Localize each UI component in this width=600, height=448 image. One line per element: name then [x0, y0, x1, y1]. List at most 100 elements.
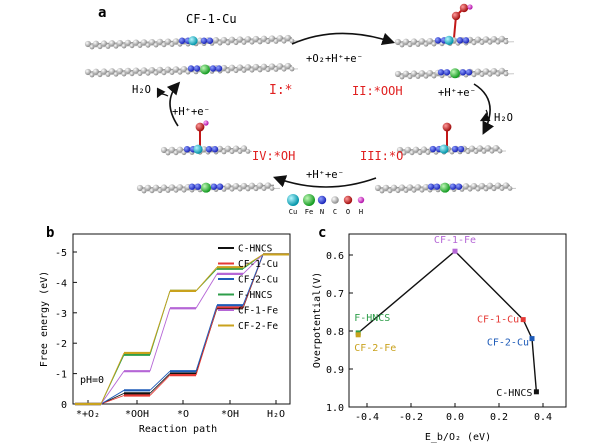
- chart-c-xtick-label: -0.4: [355, 412, 379, 423]
- carbon-atom: [281, 66, 287, 72]
- carbon-atom: [228, 64, 236, 71]
- nitrogen-atom: [455, 183, 463, 190]
- chart-c-ytick-label: 0.8: [326, 327, 344, 338]
- hydrogen-atom: [467, 4, 473, 10]
- carbon-atom: [276, 35, 284, 42]
- carbon-atom: [105, 44, 111, 49]
- carbon-atom: [410, 38, 418, 45]
- carbon-atom: [406, 184, 414, 191]
- iron-atom: [440, 182, 450, 193]
- carbon-atom: [160, 146, 168, 154]
- carbon-atom: [499, 186, 505, 192]
- carbon-atom: [507, 186, 513, 191]
- chart-c-xtick-label: 0.4: [534, 412, 552, 423]
- chart-b-frame: [72, 233, 291, 405]
- slab-state-3-o: [396, 122, 507, 156]
- nitrogen-atom: [429, 145, 437, 153]
- carbon-atom: [92, 40, 100, 47]
- legend-atom-c-label: C: [333, 208, 337, 216]
- carbon-atom: [470, 182, 478, 190]
- iron-atom: [201, 182, 211, 193]
- carbon-atom: [137, 71, 143, 76]
- carbon-atom: [249, 67, 255, 73]
- carbon-atom: [260, 35, 268, 42]
- carbon-atom: [481, 149, 487, 154]
- point-label: CF-1-Fe: [434, 235, 476, 246]
- arrow-step-4: [166, 81, 181, 127]
- chart-c-xlabel: E_b/O₂ (eV): [425, 432, 491, 443]
- carbon-atom: [502, 182, 510, 189]
- carbon-atom: [487, 71, 493, 77]
- carbon-atom: [423, 41, 429, 47]
- carbon-atom: [490, 36, 498, 43]
- carbon-atom: [176, 146, 184, 153]
- nitrogen-atom: [194, 183, 202, 190]
- carbon-atom: [394, 70, 402, 78]
- carbon-atom: [168, 184, 176, 191]
- carbon-atom: [395, 188, 401, 194]
- data-point-cf-1-fe: [452, 248, 458, 254]
- carbon-atom: [165, 150, 171, 156]
- carbon-atom: [404, 146, 412, 153]
- energy-connector: [149, 373, 171, 394]
- carbon-atom: [152, 184, 160, 191]
- carbon-atom: [382, 184, 390, 191]
- chart-b-ylabel: Free energy (eV): [39, 271, 50, 367]
- energy-connector: [149, 290, 171, 354]
- arrow-step-1: [291, 32, 396, 46]
- nitrogen-atom: [457, 145, 465, 153]
- carbon-atom: [465, 149, 471, 155]
- copper-atom: [188, 36, 198, 46]
- carbon-atom: [409, 150, 415, 156]
- carbon-atom: [236, 64, 244, 71]
- carbon-atom: [487, 39, 493, 45]
- carbon-atom: [84, 68, 92, 76]
- catalyst-slab-main: [84, 34, 299, 78]
- state-label-1: I:*: [269, 83, 292, 98]
- energy-connector: [149, 370, 171, 391]
- carbon-atom: [149, 188, 155, 194]
- carbon-atom: [426, 37, 434, 45]
- carbon-atom: [425, 150, 431, 155]
- atom-legend: Cu Fe N C O H: [287, 194, 365, 216]
- data-point-cf-1-cu: [520, 317, 526, 323]
- carbon-atom: [132, 39, 140, 46]
- nitrogen-atom: [205, 146, 213, 153]
- energy-connector: [242, 254, 264, 275]
- energy-connector: [242, 254, 264, 268]
- carbon-atom: [423, 73, 429, 79]
- carbon-atom: [173, 187, 179, 193]
- carbon-atom: [236, 36, 244, 43]
- chart-b-ytick-label: -2: [55, 339, 67, 350]
- nitrogen-atom: [211, 146, 219, 153]
- carbon-atom: [225, 68, 231, 74]
- energy-connector: [100, 352, 125, 405]
- arrow-h2o-release-2: [479, 109, 491, 122]
- carbon-atom: [402, 38, 410, 45]
- hydrogen-atom: [203, 120, 209, 126]
- slab-state-2-ooh: [394, 3, 515, 80]
- chart-b-xtick-label: *OOH: [125, 409, 149, 420]
- carbon-atom: [399, 74, 405, 80]
- legend-label: CF-2-Fe: [238, 321, 278, 332]
- carbon-atom: [399, 42, 405, 48]
- step-1-label: +O₂+H⁺+e⁻: [306, 53, 363, 65]
- carbon-atom: [411, 187, 417, 193]
- nitrogen-atom: [443, 69, 451, 76]
- chart-c-xtick-label: 0.2: [490, 412, 508, 423]
- nitrogen-atom: [449, 183, 457, 190]
- carbon-atom: [284, 62, 292, 70]
- carbon-atom: [232, 182, 240, 190]
- carbon-atom: [473, 149, 479, 154]
- carbon-atom: [503, 39, 509, 45]
- chart-b-legend: C-HNCS CF-1-Cu CF-2-Cu F-HNCS CF-1-Fe CF-2-Fe: [218, 244, 278, 332]
- carbon-atom: [181, 187, 187, 193]
- carbon-atom: [257, 39, 263, 45]
- carbon-atom: [479, 40, 485, 45]
- panel-a-reaction-scheme: a CF-1-Cu I:* II:*OOH III:*O IV:*OH +O₂+…: [84, 3, 517, 216]
- legend-label: CF-1-Cu: [238, 259, 278, 270]
- chart-b-ytick-label: -5: [55, 248, 67, 259]
- oxygen-atom: [195, 122, 205, 132]
- nitrogen-atom: [433, 183, 441, 190]
- carbon-atom: [273, 39, 279, 44]
